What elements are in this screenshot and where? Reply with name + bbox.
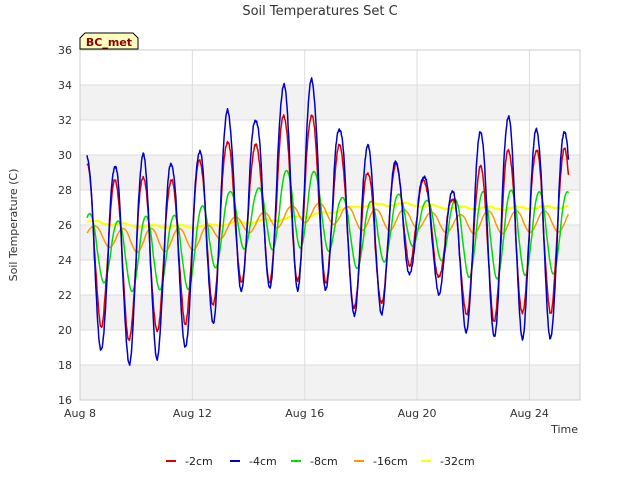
y-axis-ticks: 16 18 20 22 24 26 28 30 32 34 36 <box>58 44 72 407</box>
series-layer <box>86 77 570 366</box>
legend-label: -4cm <box>249 455 277 468</box>
y-tick-label: 16 <box>58 394 72 407</box>
x-tick-label: Aug 20 <box>398 407 437 420</box>
y-tick-label: 18 <box>58 359 72 372</box>
legend: -2cm -4cm -8cm -16cm -32cm <box>166 455 475 468</box>
plot-frame <box>79 49 581 401</box>
y-tick-label: 30 <box>58 149 72 162</box>
x-axis-ticks: Aug 8 Aug 12 Aug 16 Aug 20 Aug 24 <box>64 407 549 420</box>
series-line-8cm <box>86 169 570 293</box>
station-badge-shape <box>79 32 139 50</box>
series-line-4cm <box>86 77 570 366</box>
legend-label: -8cm <box>310 455 338 468</box>
series-line-32cm <box>86 201 570 230</box>
y-tick-label: 34 <box>58 79 72 92</box>
y-tick-label: 22 <box>58 289 72 302</box>
y-tick-label: 24 <box>58 254 72 267</box>
x-tick-label: Aug 16 <box>285 407 324 420</box>
y-tick-label: 26 <box>58 219 72 232</box>
legend-item: -2cm <box>166 455 213 468</box>
y-tick-label: 32 <box>58 114 72 127</box>
station-badge: BC_met <box>79 32 139 50</box>
chart-title: Soil Temperatures Set C <box>242 4 397 19</box>
legend-item: -16cm <box>354 455 408 468</box>
x-tick-label: Aug 8 <box>64 407 96 420</box>
x-tick-label: Aug 12 <box>173 407 212 420</box>
legend-item: -8cm <box>291 455 338 468</box>
legend-label: -2cm <box>185 455 213 468</box>
y-tick-label: 36 <box>58 44 72 57</box>
background-band <box>80 85 580 120</box>
y-tick-label: 20 <box>58 324 72 337</box>
legend-label: -32cm <box>440 455 475 468</box>
y-tick-label: 28 <box>58 184 72 197</box>
station-label: BC_met <box>86 36 132 49</box>
legend-item: -4cm <box>230 455 277 468</box>
legend-item: -32cm <box>421 455 475 468</box>
x-axis-label: Time <box>550 423 578 436</box>
legend-label: -16cm <box>373 455 408 468</box>
y-axis-label: Soil Temperature (C) <box>7 169 20 282</box>
x-tick-label: Aug 24 <box>510 407 549 420</box>
background-band <box>80 155 580 190</box>
background-band <box>80 365 580 400</box>
